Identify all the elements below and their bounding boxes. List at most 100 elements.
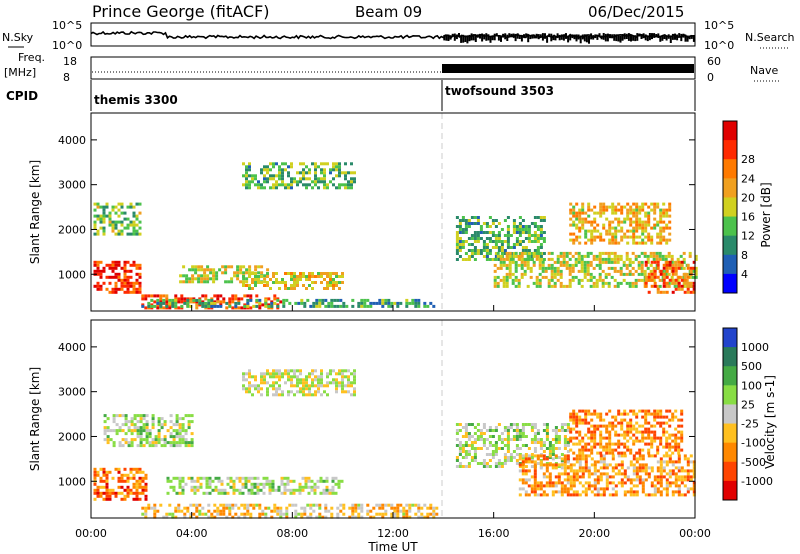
heatmap-cell xyxy=(614,490,618,494)
noise-search-mark xyxy=(579,35,582,44)
heatmap-cell xyxy=(629,490,633,494)
heatmap-cell xyxy=(129,202,133,206)
heatmap-cell xyxy=(266,381,269,385)
heatmap-cell xyxy=(135,488,139,492)
heatmap-cell xyxy=(317,275,320,278)
heatmap-cell xyxy=(566,426,570,429)
heatmap-cell xyxy=(668,484,672,488)
heatmap-cell xyxy=(256,485,260,489)
heatmap-cell xyxy=(545,432,549,435)
heatmap-cell xyxy=(662,281,666,285)
heatmap-cell xyxy=(521,478,525,482)
heatmap-cell xyxy=(662,421,666,425)
heatmap-cell xyxy=(228,509,232,513)
heatmap-cell xyxy=(309,506,313,510)
heatmap-cell xyxy=(360,506,364,510)
heatmap-cell xyxy=(674,409,678,413)
colorbar-tick-label: 100 xyxy=(741,379,762,392)
heatmap-cell xyxy=(602,223,606,227)
heatmap-cell xyxy=(605,484,609,488)
heatmap-cell xyxy=(536,481,540,485)
heatmap-cell xyxy=(399,509,403,513)
heatmap-cell xyxy=(644,430,648,434)
heatmap-cell xyxy=(99,226,103,230)
heatmap-cell xyxy=(662,220,666,224)
heatmap-cell xyxy=(581,436,585,440)
heatmap-cell xyxy=(142,438,146,442)
heatmap-cell xyxy=(545,435,549,438)
heatmap-cell xyxy=(607,266,611,270)
heatmap-cell xyxy=(542,457,546,461)
heatmap-cell xyxy=(476,231,480,234)
heatmap-cell xyxy=(342,304,346,308)
heatmap-cell xyxy=(464,456,468,459)
heatmap-cell xyxy=(235,476,239,480)
heatmap-cell xyxy=(631,251,635,255)
heatmap-cell xyxy=(608,409,612,413)
heatmap-cell xyxy=(583,263,587,267)
nave-tick-bottom: 0 xyxy=(707,71,714,84)
heatmap-cell xyxy=(584,211,588,215)
heatmap-cell xyxy=(637,272,641,276)
heatmap-cell xyxy=(467,222,471,225)
heatmap-cell xyxy=(283,488,287,492)
heatmap-cell xyxy=(590,424,594,428)
heatmap-cell xyxy=(611,232,615,236)
heatmap-cell xyxy=(635,484,639,488)
heatmap-cell xyxy=(581,484,585,488)
heatmap-cell xyxy=(521,231,525,234)
heatmap-cell xyxy=(336,298,340,302)
noise-search-mark xyxy=(594,34,597,39)
heatmap-cell xyxy=(267,304,271,308)
noise-search-mark xyxy=(506,34,509,41)
heatmap-cell xyxy=(258,503,262,507)
heatmap-cell xyxy=(212,274,216,278)
heatmap-cell xyxy=(479,228,483,231)
heatmap-cell xyxy=(332,162,335,166)
heatmap-cell xyxy=(114,287,118,291)
heatmap-cell xyxy=(237,301,241,305)
heatmap-cell xyxy=(267,506,271,510)
heatmap-cell xyxy=(276,509,280,513)
heatmap-cell xyxy=(467,438,471,441)
heatmap-cell xyxy=(272,162,275,166)
heatmap-cell xyxy=(479,429,483,432)
noise-search-mark xyxy=(613,34,616,41)
heatmap-cell xyxy=(476,447,480,450)
noise-search-mark xyxy=(535,33,538,39)
heatmap-cell xyxy=(575,223,579,227)
heatmap-cell xyxy=(658,284,662,288)
heatmap-cell xyxy=(578,481,582,485)
heatmap-cell xyxy=(342,503,346,507)
noise-search-mark xyxy=(567,35,570,43)
heatmap-cell xyxy=(287,287,290,290)
heatmap-cell xyxy=(524,493,528,497)
heatmap-cell xyxy=(141,506,145,510)
heatmap-cell xyxy=(587,430,591,434)
heatmap-cell xyxy=(281,183,284,187)
heatmap-cell xyxy=(144,297,148,301)
heatmap-cell xyxy=(620,418,624,422)
heatmap-cell xyxy=(148,432,152,436)
heatmap-cell xyxy=(628,284,632,288)
heatmap-cell xyxy=(583,272,587,276)
heatmap-cell xyxy=(105,214,109,218)
heatmap-cell xyxy=(524,435,528,438)
heatmap-cell xyxy=(166,476,170,480)
noise-search-mark xyxy=(619,35,622,43)
heatmap-cell xyxy=(533,454,537,458)
heatmap-cell xyxy=(590,412,594,416)
heatmap-cell xyxy=(245,174,248,178)
heatmap-cell xyxy=(314,378,317,382)
heatmap-cell xyxy=(641,238,645,242)
heatmap-cell xyxy=(517,254,521,258)
heatmap-cell xyxy=(617,481,621,485)
heatmap-cell xyxy=(464,423,468,426)
heatmap-cell xyxy=(183,301,187,305)
heatmap-cell xyxy=(304,485,308,489)
heatmap-cell xyxy=(536,225,540,228)
heatmap-cell xyxy=(674,442,678,446)
